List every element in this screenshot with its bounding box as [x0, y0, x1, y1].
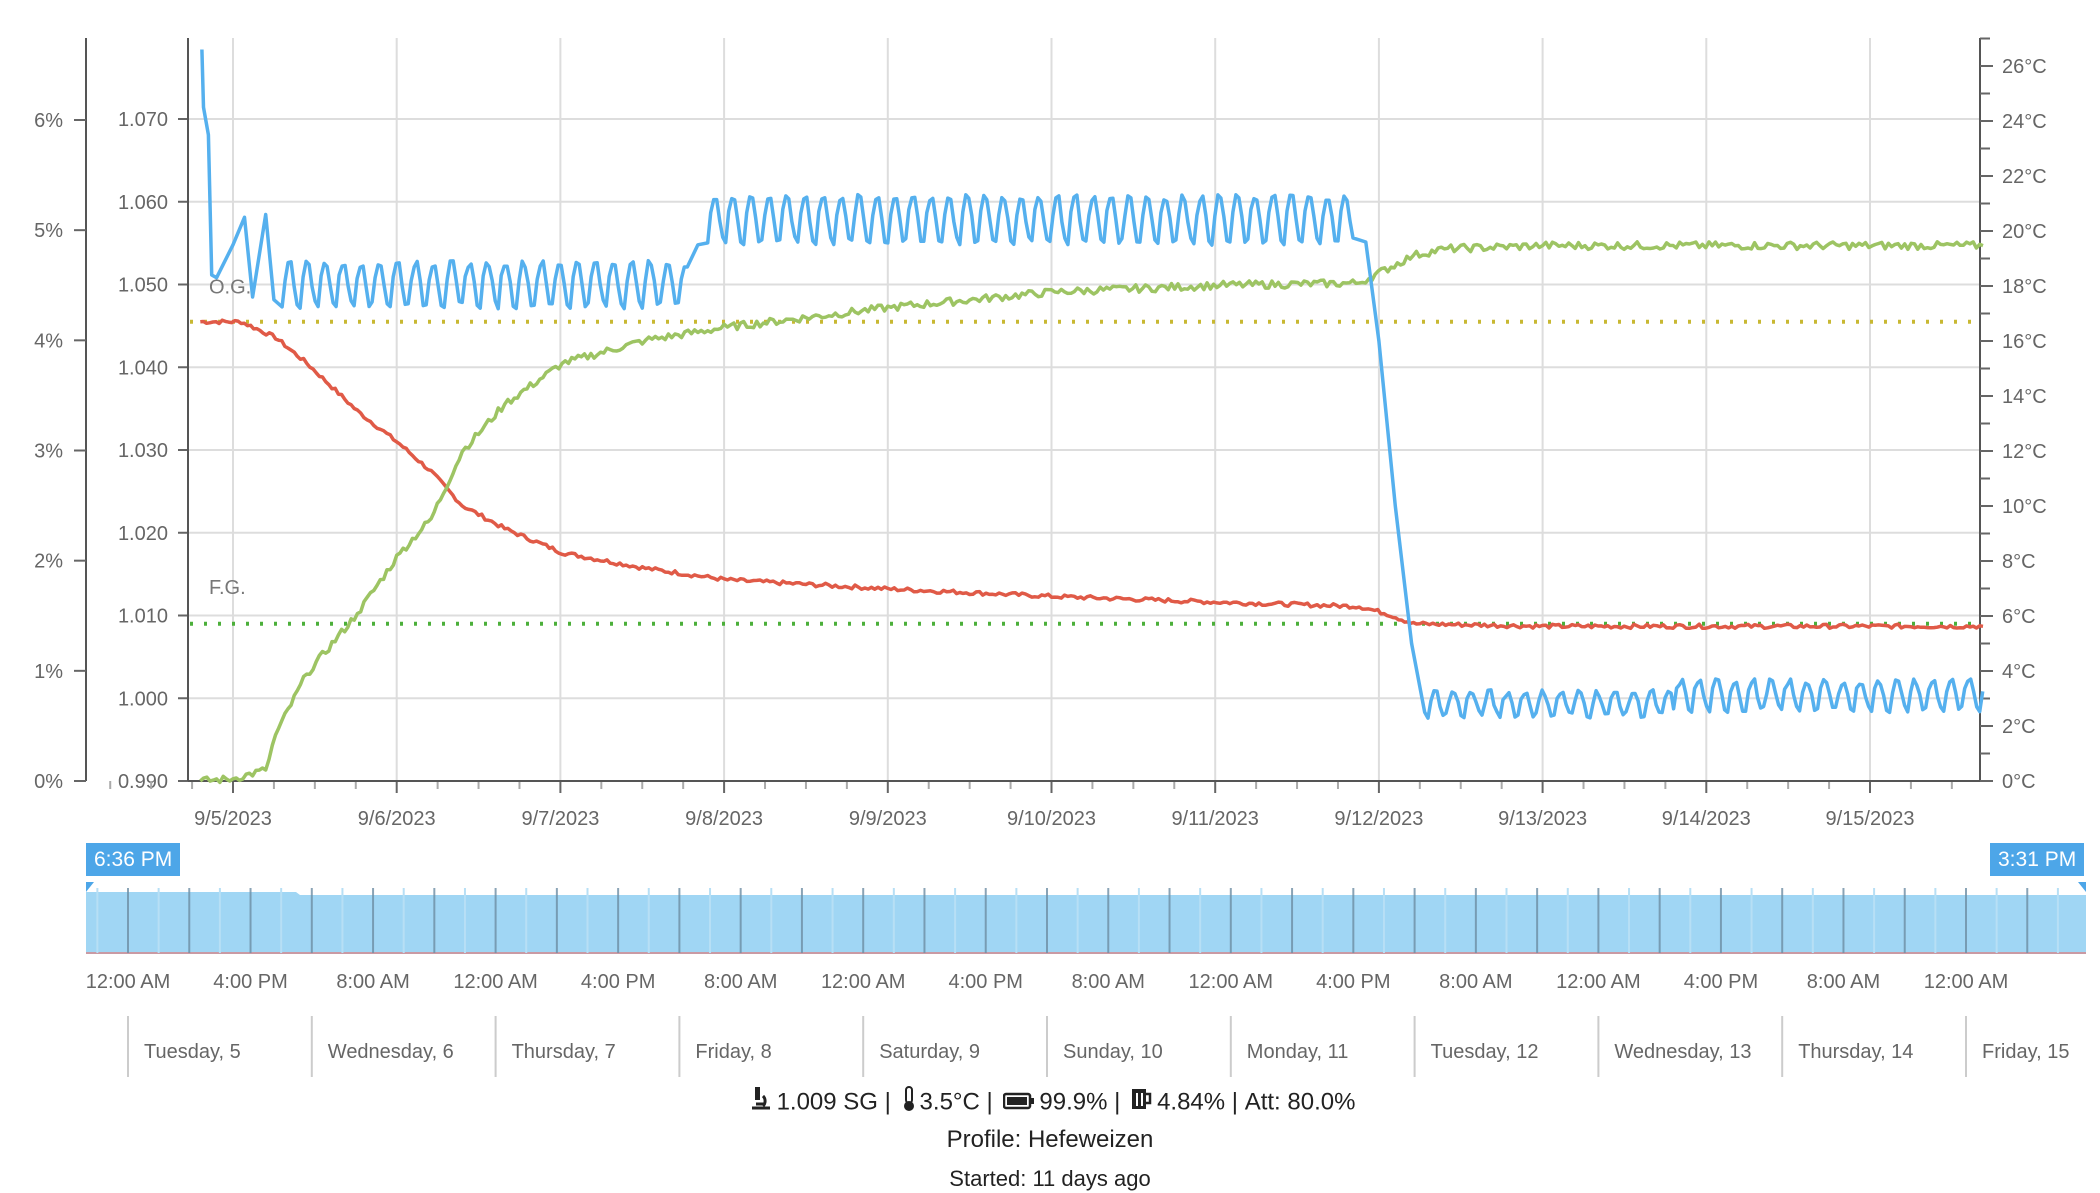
navigator-day-label: Monday, 11 [1247, 1041, 1349, 1063]
gravity-tick-label: 0.990 [118, 771, 168, 793]
navigator-time-label: 4:00 PM [213, 971, 287, 993]
x-tick-label: 9/14/2023 [1662, 808, 1751, 830]
separator: | [986, 1088, 993, 1116]
temp-tick-label: 16°C [2002, 331, 2047, 353]
gravity-tick-label: 1.070 [118, 109, 168, 131]
status-abv: 4.84% [1157, 1088, 1226, 1116]
abv-tick-label: 5% [34, 220, 63, 242]
navigator-time-label: 4:00 PM [581, 971, 655, 993]
abv-tick-label: 0% [34, 771, 63, 793]
battery-icon [1003, 1089, 1035, 1117]
navigator-day-label: Wednesday, 6 [328, 1041, 454, 1063]
navigator-series-fill [86, 892, 2086, 953]
temp-tick-label: 2°C [2002, 716, 2036, 738]
navigator-time-label: 4:00 PM [1316, 971, 1390, 993]
navigator-start-handle [86, 882, 94, 892]
series-line-gravity [200, 318, 1984, 631]
abv-tick-label: 4% [34, 330, 63, 352]
navigator-day-label: Sunday, 10 [1063, 1041, 1163, 1063]
navigator-time-label: 4:00 PM [1684, 971, 1758, 993]
beer-mug-icon [1131, 1087, 1153, 1118]
status-battery: 99.9% [1039, 1088, 1108, 1116]
temp-tick-label: 4°C [2002, 661, 2036, 683]
navigator-time-label: 8:00 AM [1807, 971, 1880, 993]
series-line-temperature [200, 49, 1985, 720]
gravity-tick-label: 1.060 [118, 192, 168, 214]
gravity-tick-label: 1.010 [118, 606, 168, 628]
gravity-tick-label: 1.030 [118, 440, 168, 462]
navigator-time-label: 8:00 AM [1072, 971, 1145, 993]
x-tick-label: 9/13/2023 [1498, 808, 1587, 830]
status-temperature: 3.5°C [919, 1088, 980, 1116]
navigator-time-label: 4:00 PM [948, 971, 1022, 993]
temp-tick-label: 8°C [2002, 551, 2036, 573]
navigator-end-handle-label[interactable]: 3:31 PM [1990, 843, 2085, 876]
navigator-start-handle-label[interactable]: 6:36 PM [86, 843, 181, 876]
x-tick-label: 9/5/2023 [194, 808, 272, 830]
navigator-day-label: Friday, 15 [1982, 1041, 2069, 1063]
navigator-day-label: Tuesday, 12 [1431, 1041, 1539, 1063]
x-tick-label: 9/11/2023 [1171, 808, 1259, 830]
navigator-time-label: 12:00 AM [1556, 971, 1641, 993]
started-label: Started: 11 days ago [949, 1166, 1151, 1191]
temp-tick-label: 12°C [2002, 441, 2047, 463]
navigator-time-label: 12:00 AM [86, 971, 171, 993]
navigator-time-label: 12:00 AM [821, 971, 906, 993]
profile-label: Profile: Hefeweizen [946, 1126, 1154, 1153]
temp-tick-label: 14°C [2002, 386, 2047, 408]
reference-label: O.G. [209, 277, 251, 299]
hydrometer-icon [749, 1086, 773, 1119]
navigator-end-handle [2078, 882, 2086, 892]
gravity-tick-label: 1.050 [118, 275, 168, 297]
gravity-tick-label: 1.000 [118, 688, 168, 710]
series-line-abv [199, 240, 1984, 785]
x-tick-label: 9/10/2023 [1007, 808, 1096, 830]
navigator-day-label: Friday, 8 [695, 1041, 771, 1063]
navigator-day-label: Wednesday, 13 [1614, 1041, 1751, 1063]
abv-tick-label: 2% [34, 551, 63, 573]
navigator-day-label: Thursday, 14 [1798, 1041, 1913, 1063]
status-line: 1.009 SG | 3.5°C | 99.9% | 4.84% | Att: … [0, 1086, 2100, 1119]
x-tick-label: 9/15/2023 [1826, 808, 1915, 830]
temp-tick-label: 20°C [2002, 221, 2047, 243]
temp-tick-label: 18°C [2002, 276, 2047, 298]
navigator-time-label: 12:00 AM [453, 971, 538, 993]
gravity-tick-label: 1.040 [118, 357, 168, 379]
temp-tick-label: 10°C [2002, 496, 2047, 518]
temp-tick-label: 26°C [2002, 56, 2047, 78]
thermometer-icon [902, 1086, 916, 1119]
x-tick-label: 9/7/2023 [521, 808, 599, 830]
x-tick-label: 9/9/2023 [849, 808, 927, 830]
abv-tick-label: 6% [34, 110, 63, 132]
navigator-time-label: 8:00 AM [704, 971, 777, 993]
temp-tick-label: 24°C [2002, 111, 2047, 133]
temp-tick-label: 6°C [2002, 606, 2036, 628]
navigator-time-label: 8:00 AM [1439, 971, 1512, 993]
temp-tick-label: 22°C [2002, 166, 2047, 188]
abv-tick-label: 3% [34, 441, 63, 463]
status-gravity: 1.009 SG [776, 1088, 878, 1116]
gravity-tick-label: 1.020 [118, 523, 168, 545]
x-tick-label: 9/8/2023 [685, 808, 763, 830]
status-attenuation: Att: 80.0% [1244, 1088, 1356, 1116]
temp-tick-label: 0°C [2002, 771, 2036, 793]
x-tick-label: 9/12/2023 [1334, 808, 1423, 830]
separator: | [1114, 1088, 1121, 1116]
separator: | [1231, 1088, 1239, 1116]
navigator-day-label: Tuesday, 5 [144, 1041, 241, 1063]
navigator-time-label: 8:00 AM [336, 971, 409, 993]
separator: | [884, 1088, 891, 1116]
navigator-time-label: 12:00 AM [1189, 971, 1274, 993]
reference-label: F.G. [209, 577, 246, 599]
navigator-time-label: 12:00 AM [1924, 971, 2009, 993]
x-tick-label: 9/6/2023 [358, 808, 436, 830]
abv-tick-label: 1% [34, 661, 63, 683]
navigator-day-label: Thursday, 7 [512, 1041, 616, 1063]
navigator-day-label: Saturday, 9 [879, 1041, 980, 1063]
